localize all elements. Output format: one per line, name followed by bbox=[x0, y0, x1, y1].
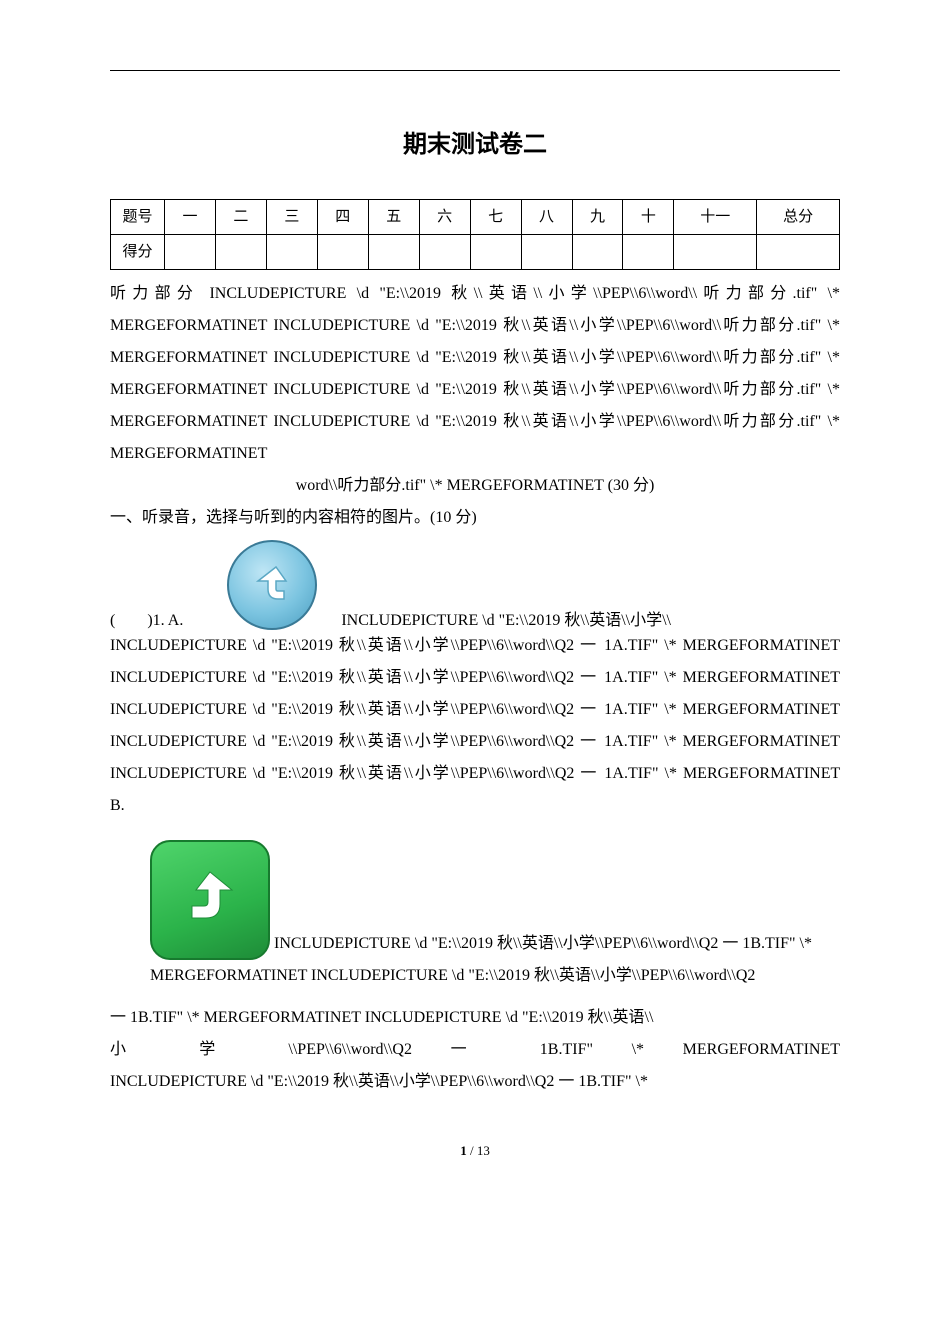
score-cell bbox=[757, 235, 840, 270]
q1b-tail-1: 一 1B.TIF" \* MERGEFORMATINET INCLUDEPICT… bbox=[110, 1002, 840, 1034]
score-cell bbox=[674, 235, 757, 270]
turn-left-icon bbox=[227, 540, 317, 630]
listening-center-tail: word\\听力部分.tif" \* MERGEFORMATINET bbox=[296, 477, 608, 494]
col-10: 十 bbox=[623, 200, 674, 235]
listening-fieldcode: INCLUDEPICTURE \d "E:\\2019 秋\\英语\\小学\\P… bbox=[110, 285, 840, 462]
q1b-fieldcode-body: 一 1B.TIF" \* MERGEFORMATINET INCLUDEPICT… bbox=[110, 1002, 840, 1098]
q1a-prefix: ( )1. A. bbox=[110, 612, 183, 629]
col-11: 十一 bbox=[674, 200, 757, 235]
col-6: 六 bbox=[419, 200, 470, 235]
q1a-fieldcode-body: INCLUDEPICTURE \d "E:\\2019 秋\\英语\\小学\\P… bbox=[110, 630, 840, 822]
score-cell bbox=[215, 235, 266, 270]
col-7: 七 bbox=[470, 200, 521, 235]
score-cell bbox=[317, 235, 368, 270]
listening-points: (30 分) bbox=[608, 477, 655, 494]
score-table-row2-label: 得分 bbox=[111, 235, 165, 270]
score-cell bbox=[266, 235, 317, 270]
q1a-row: ( )1. A. INCLUDEPICTURE \d "E:\\2019 秋\\… bbox=[110, 534, 840, 630]
score-cell bbox=[419, 235, 470, 270]
score-table-row1-label: 题号 bbox=[111, 200, 165, 235]
turn-right-icon bbox=[150, 840, 270, 960]
q1a-suffix-b: B. bbox=[110, 797, 125, 814]
page-title: 期末测试卷二 bbox=[110, 121, 840, 169]
page-number: 1 / 13 bbox=[110, 1138, 840, 1164]
q1b-tail-2: INCLUDEPICTURE \d "E:\\2019 秋\\英语\\小学\\P… bbox=[110, 1066, 840, 1098]
col-total: 总分 bbox=[757, 200, 840, 235]
col-5: 五 bbox=[368, 200, 419, 235]
score-cell bbox=[521, 235, 572, 270]
score-table-header-row: 题号 一 二 三 四 五 六 七 八 九 十 十一 总分 bbox=[111, 200, 840, 235]
col-4: 四 bbox=[317, 200, 368, 235]
score-cell bbox=[470, 235, 521, 270]
page-sep: / bbox=[467, 1143, 477, 1158]
section1-heading: 一、听录音，选择与听到的内容相符的图片。(10 分) bbox=[110, 502, 840, 534]
score-cell bbox=[572, 235, 623, 270]
score-cell bbox=[623, 235, 674, 270]
score-table-score-row: 得分 bbox=[111, 235, 840, 270]
page-total: 13 bbox=[477, 1143, 490, 1158]
q1b-icon-block: INCLUDEPICTURE \d "E:\\2019 秋\\英语\\小学\\P… bbox=[150, 840, 840, 992]
q1b-distrib-line: 小 学 \\PEP\\6\\word\\Q2 一 1B.TIF" \* MERG… bbox=[110, 1034, 840, 1066]
col-1: 一 bbox=[165, 200, 216, 235]
score-cell bbox=[165, 235, 216, 270]
top-rule bbox=[110, 70, 840, 71]
col-2: 二 bbox=[215, 200, 266, 235]
listening-prefix: 听力部分 bbox=[110, 285, 199, 302]
score-cell bbox=[368, 235, 419, 270]
col-3: 三 bbox=[266, 200, 317, 235]
col-9: 九 bbox=[572, 200, 623, 235]
q1a-fieldcode: INCLUDEPICTURE \d "E:\\2019 秋\\英语\\小学\\P… bbox=[110, 637, 840, 782]
q1a-fieldcode-lead: INCLUDEPICTURE \d "E:\\2019 秋\\英语\\小学\\ bbox=[341, 612, 671, 629]
listening-intro-block: 听力部分 INCLUDEPICTURE \d "E:\\2019 秋\\英语\\… bbox=[110, 278, 840, 502]
score-table: 题号 一 二 三 四 五 六 七 八 九 十 十一 总分 得分 bbox=[110, 199, 840, 270]
col-8: 八 bbox=[521, 200, 572, 235]
